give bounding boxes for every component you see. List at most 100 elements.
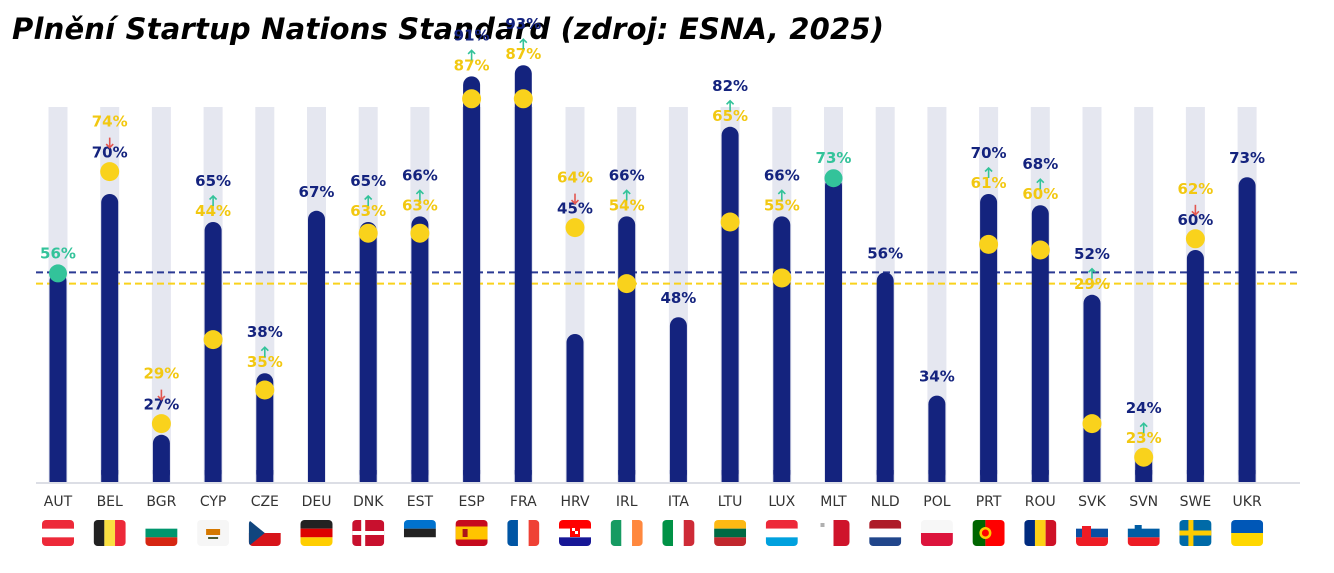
previous-marker-esp: [462, 89, 482, 109]
arrow-up-icon-rou: [1036, 178, 1045, 190]
value-label-cyp: 65%: [195, 172, 231, 190]
category-label-bgr: BGR: [146, 494, 176, 510]
bgr-flag-icon: [145, 520, 178, 546]
category-label-est: EST: [407, 494, 434, 510]
bar-base-est: [411, 470, 429, 482]
value-label-dnk: 65%: [350, 172, 386, 190]
bar-svk: [1083, 294, 1101, 482]
track-bgr: [151, 107, 171, 482]
category-label-mlt: MLT: [820, 494, 847, 510]
bar-base-esp: [463, 470, 481, 482]
value-label-hrv: 45%: [557, 200, 593, 218]
previous-label-cze: 35%: [247, 353, 283, 371]
arrow-up-icon-ltu: [726, 99, 735, 111]
bar-base-rou: [1031, 470, 1049, 482]
arrow-up-icon-dnk: [364, 194, 373, 206]
previous-marker-prt: [979, 234, 999, 254]
bar-base-hrv: [566, 470, 584, 482]
previous-label-swe: 62%: [1177, 180, 1213, 198]
value-label-svn: 24%: [1126, 399, 1162, 417]
arrow-down-icon-swe: [1191, 204, 1200, 216]
category-label-esp: ESP: [459, 494, 485, 510]
previous-marker-bel: [100, 162, 120, 182]
swe-flag-icon: [1179, 520, 1212, 546]
track-pol: [927, 107, 947, 482]
bar-base-lux: [773, 470, 791, 482]
previous-label-svn: 23%: [1126, 429, 1162, 447]
previous-marker-ltu: [720, 212, 740, 232]
value-label-ltu: 82%: [712, 77, 748, 95]
category-label-nld: NLD: [871, 494, 900, 510]
bar-base-pol: [928, 470, 946, 482]
lux-flag-icon: [765, 520, 798, 546]
arrow-up-icon-lux: [777, 189, 786, 201]
value-label-irl: 66%: [609, 166, 645, 184]
value-label-fra: 93%: [505, 15, 541, 33]
category-label-swe: SWE: [1180, 494, 1212, 510]
bel-flag-icon: [93, 520, 126, 546]
fra-flag-icon: [507, 520, 540, 546]
previous-label-bgr: 29%: [143, 365, 179, 383]
category-label-svk: SVK: [1078, 494, 1106, 510]
previous-marker-dnk: [358, 223, 378, 243]
category-label-ltu: LTU: [718, 494, 743, 510]
aut-flag-icon: [42, 520, 74, 546]
bar-nld: [876, 272, 894, 482]
previous-label-fra: 87%: [505, 45, 541, 63]
category-label-bel: BEL: [97, 494, 123, 510]
bar-rou: [1031, 205, 1049, 482]
current-marker-mlt: [824, 169, 843, 188]
previous-marker-cyp: [203, 330, 223, 350]
previous-label-est: 63%: [402, 196, 438, 214]
arrow-up-icon-svn: [1139, 422, 1148, 434]
value-label-swe: 60%: [1177, 211, 1213, 229]
category-label-ita: ITA: [668, 494, 690, 510]
arrow-up-icon-prt: [984, 166, 993, 178]
est-flag-icon: [403, 520, 436, 546]
value-label-pol: 34%: [919, 368, 955, 386]
pol-flag-icon: [920, 520, 953, 546]
value-label-bel: 70%: [92, 144, 128, 162]
value-label-ukr: 73%: [1229, 149, 1265, 167]
bar-cyp: [204, 222, 222, 482]
bar-ita: [669, 317, 687, 482]
bar-hrv: [566, 334, 584, 482]
bar-base-deu: [308, 470, 325, 482]
value-label-aut: 56%: [40, 244, 76, 262]
arrow-down-icon-hrv: [570, 193, 580, 205]
bar-pol: [928, 395, 946, 482]
arrow-up-icon-cze: [260, 346, 269, 358]
value-label-prt: 70%: [971, 144, 1007, 162]
svk-flag-icon: [1076, 520, 1108, 546]
value-label-mlt: 73%: [816, 149, 852, 167]
bar-base-aut: [49, 470, 67, 482]
dnk-flag-icon: [352, 520, 385, 546]
category-label-ukr: UKR: [1233, 494, 1262, 510]
ltu-flag-icon: [714, 520, 747, 546]
category-label-irl: IRL: [616, 494, 638, 510]
bar-base-cze: [256, 470, 274, 482]
value-label-lux: 66%: [764, 166, 800, 184]
bar-base-dnk: [359, 470, 377, 482]
arrow-up-icon-esp: [467, 49, 476, 61]
category-label-lux: LUX: [768, 494, 795, 510]
previous-label-dnk: 63%: [350, 202, 386, 220]
bar-base-cyp: [204, 470, 222, 482]
bar-deu: [308, 210, 325, 483]
previous-marker-irl: [617, 274, 637, 294]
category-label-deu: DEU: [302, 494, 332, 510]
bar-irl: [618, 216, 636, 482]
previous-label-rou: 60%: [1022, 185, 1058, 203]
arrow-down-icon-bgr: [157, 389, 166, 401]
bar-base-swe: [1186, 470, 1204, 482]
previous-label-cyp: 44%: [195, 202, 231, 220]
deu-flag-icon: [300, 520, 333, 546]
bar-base-fra: [514, 470, 532, 482]
mlt-flag-icon: [817, 520, 850, 546]
bar-cze: [256, 373, 274, 482]
previous-marker-hrv: [565, 218, 585, 238]
arrow-up-icon-est: [415, 189, 424, 201]
bar-mlt: [825, 177, 842, 482]
bar-bel: [101, 194, 119, 482]
